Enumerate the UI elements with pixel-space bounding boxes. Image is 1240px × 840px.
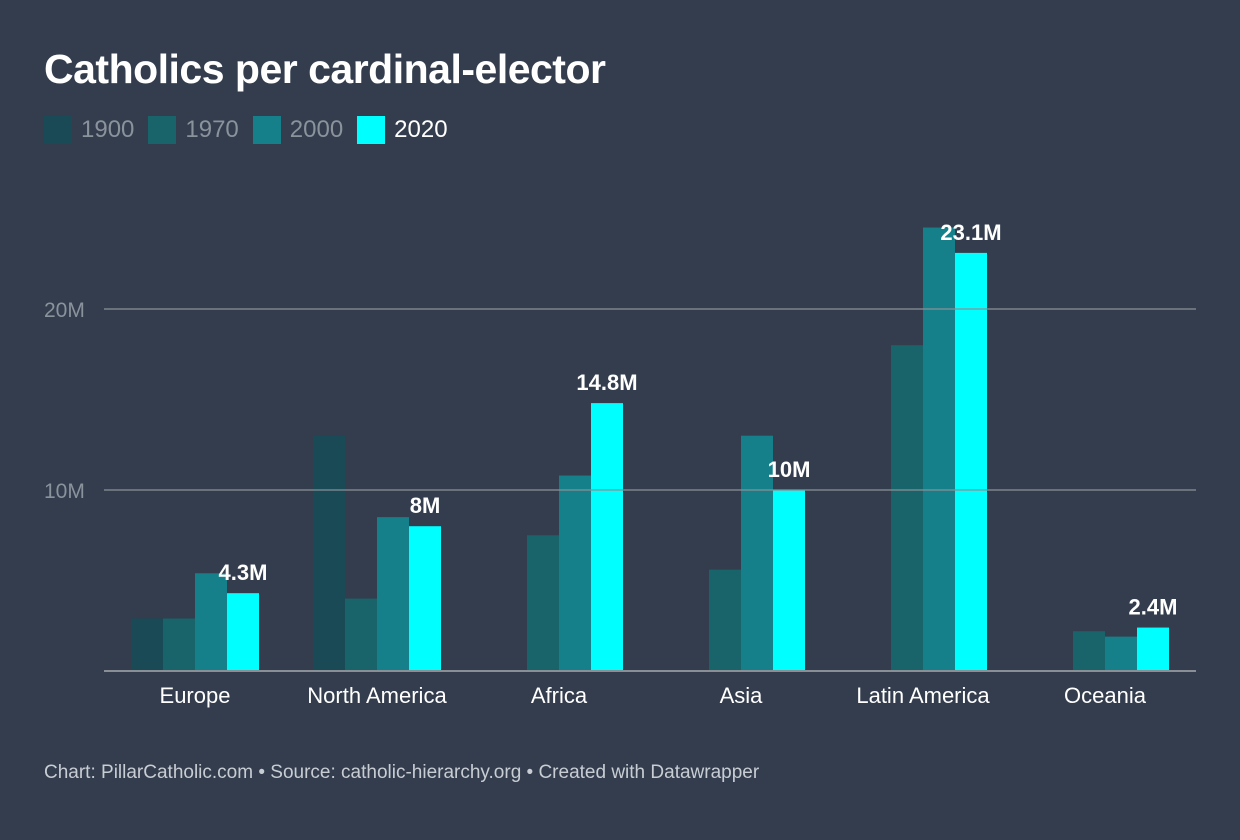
bar-2020 [409, 526, 441, 671]
bar-1970 [163, 618, 195, 671]
data-label: 14.8M [576, 370, 637, 395]
bar-2020 [1137, 627, 1169, 671]
bar-2000 [195, 573, 227, 671]
bar-1970 [891, 345, 923, 671]
bar-1970 [709, 569, 741, 671]
chart-footer: Chart: PillarCatholic.com • Source: cath… [44, 762, 760, 783]
legend-label: 2000 [289, 116, 344, 143]
legend-swatch [44, 116, 72, 144]
data-label: 23.1M [940, 220, 1001, 245]
y-tick-label: 20M [44, 299, 85, 322]
legend-swatch [357, 116, 386, 144]
x-tick-label: Europe [160, 683, 231, 708]
x-tick-label: Oceania [1064, 683, 1147, 708]
bar-2000 [1105, 636, 1137, 671]
bar-2000 [741, 435, 773, 671]
bar-2020 [773, 490, 805, 671]
x-tick-label: Africa [531, 683, 588, 708]
legend-item: 1970 [148, 116, 239, 144]
x-tick-label: North America [307, 683, 447, 708]
bar-2000 [377, 517, 409, 671]
bar-2000 [559, 475, 591, 671]
data-label: 10M [768, 457, 811, 482]
legend-item: 2000 [252, 116, 344, 144]
data-label: 4.3M [219, 560, 268, 585]
legend-label: 1900 [81, 116, 135, 143]
bar-2020 [591, 403, 623, 671]
bar-1900 [131, 618, 163, 671]
bar-2000 [923, 227, 955, 672]
chart-title: Catholics per cardinal-elector [44, 46, 606, 92]
x-tick-label: Asia [720, 683, 764, 708]
bar-2020 [955, 252, 987, 671]
legend-swatch [252, 116, 281, 144]
bar-1900 [313, 435, 345, 671]
data-label: 2.4M [1129, 595, 1178, 620]
legend-item: 1900 [44, 116, 134, 144]
bar-2020 [227, 593, 259, 671]
y-tick-label: 10M [44, 480, 85, 503]
legend-label: 2020 [394, 116, 448, 143]
legend-label: 1970 [185, 116, 239, 143]
legend-swatch [148, 116, 177, 144]
bar-1970 [1073, 631, 1105, 671]
bar-1970 [345, 598, 377, 671]
legend: 1900 1970 2000 2020 [44, 116, 462, 144]
data-label: 8M [410, 493, 441, 518]
bar-1970 [527, 535, 559, 671]
x-tick-label: Latin America [856, 683, 990, 708]
legend-item: 2020 [357, 116, 448, 144]
